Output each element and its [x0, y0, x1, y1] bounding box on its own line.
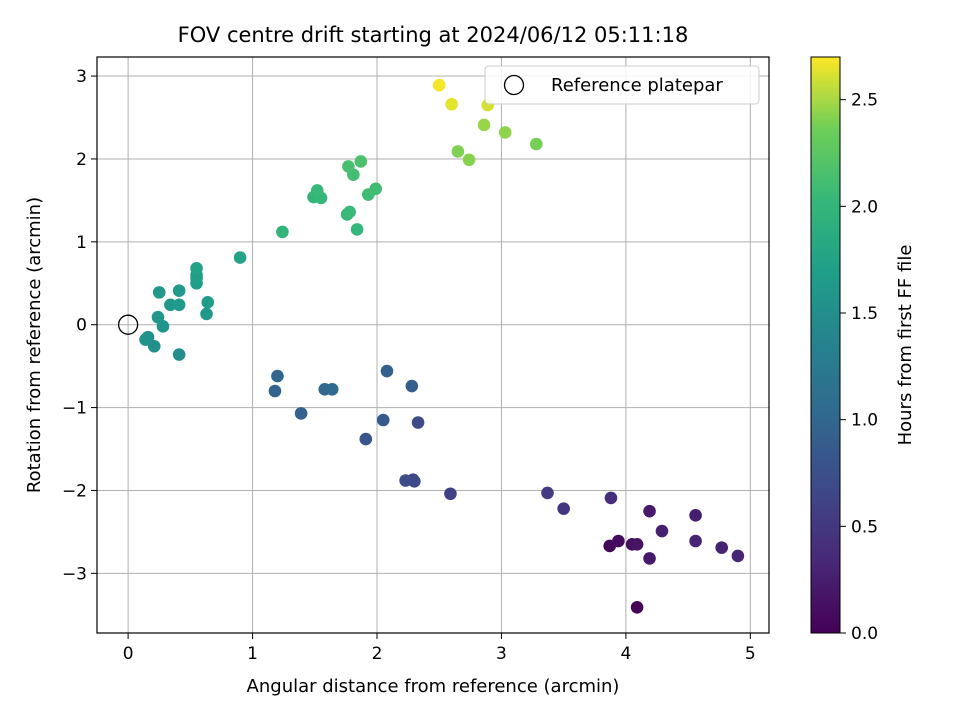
legend-entry-reference: Reference platepar — [551, 75, 723, 96]
data-point — [172, 348, 186, 361]
data-point — [612, 534, 625, 548]
data-point — [529, 137, 543, 151]
data-point — [731, 549, 745, 563]
legend-box — [484, 65, 760, 105]
legend-marker-reference — [503, 74, 525, 96]
data-point — [201, 296, 215, 309]
data-point — [451, 145, 465, 158]
y-axis-label: Rotation from reference (arcmin) — [24, 197, 45, 493]
data-point — [445, 97, 458, 111]
data-point — [151, 310, 165, 324]
x-tick-label: 1 — [247, 644, 258, 664]
plot-area-frame — [96, 56, 770, 634]
x-tick-label: 4 — [620, 644, 631, 664]
data-point — [350, 223, 364, 236]
data-point — [541, 486, 554, 500]
data-point — [233, 251, 247, 264]
data-point — [380, 364, 394, 378]
data-point — [354, 155, 368, 168]
x-tick-label: 0 — [123, 644, 134, 664]
data-point — [200, 307, 213, 321]
data-point — [376, 413, 390, 427]
data-point — [147, 339, 161, 353]
data-point — [399, 474, 412, 487]
data-point — [557, 502, 570, 515]
data-point — [604, 491, 618, 505]
y-tick-label: −1 — [62, 399, 87, 419]
data-point — [294, 407, 308, 420]
reference-platepar-marker — [117, 314, 139, 335]
colorbar-tick-label: 0.0 — [851, 624, 878, 644]
data-point — [271, 369, 284, 383]
data-point — [276, 225, 289, 239]
data-point — [462, 153, 476, 167]
y-tick-label: 3 — [76, 67, 87, 87]
colorbar-tick-label: 1.0 — [851, 411, 878, 431]
data-point — [164, 298, 177, 312]
data-point — [342, 160, 355, 173]
data-point — [444, 487, 457, 501]
y-tick-label: −3 — [62, 564, 87, 584]
y-tick-label: −2 — [62, 481, 87, 501]
legend: Reference platepar — [484, 65, 760, 105]
y-tick-label: 1 — [76, 233, 87, 253]
scatter-points — [117, 78, 745, 614]
colorbar-tick-label: 2.5 — [851, 91, 878, 111]
y-tick-label: 0 — [76, 316, 87, 336]
data-point — [689, 509, 702, 522]
data-point — [190, 262, 203, 275]
data-point — [655, 524, 669, 538]
y-tick-label: 2 — [76, 150, 87, 170]
colorbar-tick-label: 1.5 — [851, 304, 878, 324]
data-point — [643, 552, 656, 565]
data-point — [715, 541, 729, 554]
data-point — [310, 184, 324, 197]
data-point — [172, 284, 186, 298]
data-point — [498, 126, 512, 139]
x-tick-label: 2 — [372, 644, 383, 664]
data-point — [152, 286, 166, 299]
data-point — [411, 416, 425, 429]
colorbar-tick-label: 2.0 — [851, 197, 878, 217]
data-point — [139, 333, 152, 346]
data-point — [172, 298, 186, 312]
chart-title: FOV centre drift starting at 2024/06/12 … — [178, 23, 689, 47]
x-axis-label: Angular distance from reference (arcmin) — [247, 676, 620, 697]
grid — [97, 57, 769, 633]
colorbar-label: Hours from first FF file — [895, 245, 916, 446]
colorbar-ticks: 0.0 0.5 1.0 1.5 2.0 2.5 — [840, 91, 878, 644]
data-point — [405, 379, 419, 393]
colorbar: 0.0 0.5 1.0 1.5 2.0 2.5 Hours from first FF f… — [810, 56, 916, 644]
data-point — [477, 118, 491, 132]
x-tick-label: 5 — [745, 644, 756, 664]
data-point — [369, 182, 383, 196]
data-point — [630, 538, 644, 551]
x-axis-ticks: 0 1 2 3 4 5 — [123, 633, 756, 664]
data-point — [432, 78, 446, 92]
data-point — [630, 601, 644, 614]
colorbar-gradient — [810, 56, 841, 634]
colorbar-tick-label: 0.5 — [851, 517, 878, 537]
data-point — [343, 205, 356, 219]
y-axis-ticks: −3 −2 −1 0 1 2 3 — [62, 67, 97, 584]
data-point — [689, 534, 702, 548]
data-point — [268, 384, 282, 398]
data-point — [359, 432, 373, 446]
data-point — [325, 383, 339, 396]
data-point — [643, 504, 656, 518]
x-tick-label: 3 — [496, 644, 507, 664]
